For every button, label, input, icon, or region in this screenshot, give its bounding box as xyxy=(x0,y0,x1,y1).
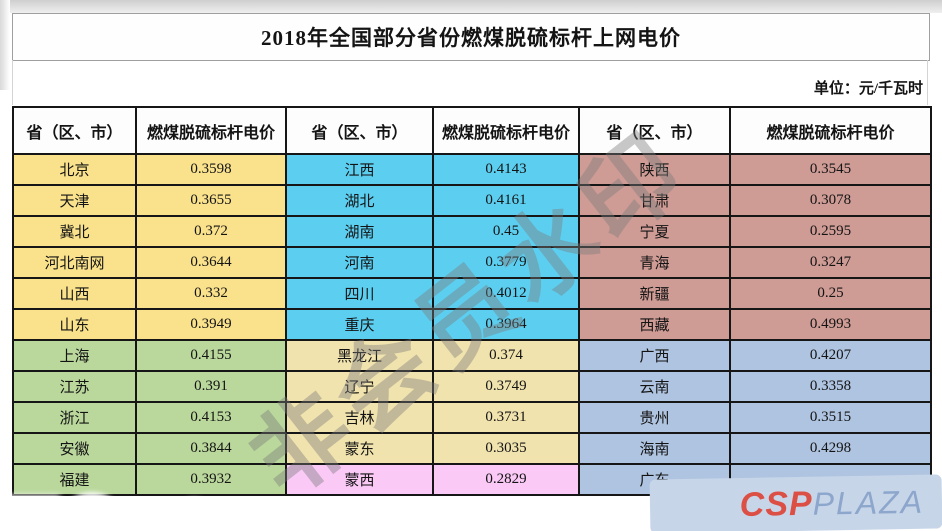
province-cell: 黑龙江 xyxy=(285,339,434,372)
province-cell: 贵州 xyxy=(578,401,731,434)
province-cell: 重庆 xyxy=(285,308,434,341)
table-row: 上海 0.4155 黑龙江 0.374 广西 0.4207 xyxy=(12,339,932,372)
province-cell: 上海 xyxy=(12,339,137,372)
price-cell: 0.372 xyxy=(135,215,287,248)
table-row: 山西 0.332 四川 0.4012 新疆 0.25 xyxy=(12,277,932,310)
table-row: 安徽 0.3844 蒙东 0.3035 海南 0.4298 xyxy=(12,432,932,465)
unit-label: 单位：元/千瓦时 xyxy=(12,60,928,105)
province-cell: 青海 xyxy=(578,246,731,279)
cspplaza-logo: CSP PLAZA xyxy=(649,474,942,531)
price-cell: 0.45 xyxy=(432,215,580,248)
price-cell: 0.4298 xyxy=(729,432,932,465)
price-cell: 0.3844 xyxy=(135,432,287,465)
price-cell: 0.3247 xyxy=(729,246,932,279)
province-cell: 海南 xyxy=(578,432,731,465)
province-cell: 蒙西 xyxy=(285,463,434,496)
province-cell: 甘肃 xyxy=(578,184,731,217)
price-cell: 0.3655 xyxy=(135,184,287,217)
header-price: 燃煤脱硫标杆电价 xyxy=(729,106,932,155)
table-row: 江苏 0.391 辽宁 0.3749 云南 0.3358 xyxy=(12,370,932,403)
price-cell: 0.4993 xyxy=(729,308,932,341)
province-cell: 广西 xyxy=(578,339,731,372)
price-cell: 0.3358 xyxy=(729,370,932,403)
province-cell: 西藏 xyxy=(578,308,731,341)
header-price: 燃煤脱硫标杆电价 xyxy=(135,106,287,155)
province-cell: 吉林 xyxy=(285,401,434,434)
price-cell: 0.3644 xyxy=(135,246,287,279)
price-cell: 0.4143 xyxy=(432,153,580,186)
province-cell: 冀北 xyxy=(12,215,137,248)
price-cell: 0.391 xyxy=(135,370,287,403)
price-cell: 0.3779 xyxy=(432,246,580,279)
page-title: 2018年全国部分省份燃煤脱硫标杆上网电价 xyxy=(12,13,930,61)
price-cell: 0.4207 xyxy=(729,339,932,372)
price-table: 省（区、市） 燃煤脱硫标杆电价 省（区、市） 燃煤脱硫标杆电价 省（区、市） 燃煤脱硫标杆… xyxy=(12,106,932,496)
table-row: 山东 0.3949 重庆 0.3964 西藏 0.4993 xyxy=(12,308,932,341)
price-cell: 0.2595 xyxy=(729,215,932,248)
province-cell: 新疆 xyxy=(578,277,731,310)
province-cell: 福建 xyxy=(12,463,137,496)
price-cell: 0.3949 xyxy=(135,308,287,341)
left-edge-shade xyxy=(0,0,10,90)
price-cell: 0.3731 xyxy=(432,401,580,434)
table-row: 天津 0.3655 湖北 0.4161 甘肃 0.3078 xyxy=(12,184,932,217)
table-row: 河北南网 0.3644 河南 0.3779 青海 0.3247 xyxy=(12,246,932,279)
province-cell: 河北南网 xyxy=(12,246,137,279)
province-cell: 宁夏 xyxy=(578,215,731,248)
province-cell: 江苏 xyxy=(12,370,137,403)
header-price: 燃煤脱硫标杆电价 xyxy=(432,106,580,155)
price-cell: 0.25 xyxy=(729,277,932,310)
header-province: 省（区、市） xyxy=(578,106,731,155)
price-cell: 0.3035 xyxy=(432,432,580,465)
table-header-row: 省（区、市） 燃煤脱硫标杆电价 省（区、市） 燃煤脱硫标杆电价 省（区、市） 燃煤脱硫标杆… xyxy=(12,106,932,155)
price-cell: 0.332 xyxy=(135,277,287,310)
table-row: 北京 0.3598 江西 0.4143 陕西 0.3545 xyxy=(12,153,932,186)
province-cell: 湖北 xyxy=(285,184,434,217)
province-cell: 四川 xyxy=(285,277,434,310)
price-cell: 0.3515 xyxy=(729,401,932,434)
blur-patch xyxy=(66,492,118,528)
province-cell: 浙江 xyxy=(12,401,137,434)
province-cell: 山东 xyxy=(12,308,137,341)
price-cell: 0.4155 xyxy=(135,339,287,372)
price-cell: 0.3545 xyxy=(729,153,932,186)
logo-plaza-text: PLAZA xyxy=(812,483,925,522)
province-cell: 辽宁 xyxy=(285,370,434,403)
province-cell: 湖南 xyxy=(285,215,434,248)
price-cell: 0.3964 xyxy=(432,308,580,341)
price-cell: 0.3932 xyxy=(135,463,287,496)
price-cell: 0.4153 xyxy=(135,401,287,434)
price-cell: 0.374 xyxy=(432,339,580,372)
province-cell: 天津 xyxy=(12,184,137,217)
price-cell: 0.2829 xyxy=(432,463,580,496)
price-cell: 0.4161 xyxy=(432,184,580,217)
price-cell: 0.4012 xyxy=(432,277,580,310)
price-cell: 0.3078 xyxy=(729,184,932,217)
blur-patch xyxy=(176,498,212,524)
province-cell: 蒙东 xyxy=(285,432,434,465)
province-cell: 江西 xyxy=(285,153,434,186)
price-document: 2018年全国部分省份燃煤脱硫标杆上网电价 单位：元/千瓦时 省（区、市） 燃煤脱… xyxy=(12,13,932,520)
province-cell: 北京 xyxy=(12,153,137,186)
price-cell: 0.3749 xyxy=(432,370,580,403)
header-province: 省（区、市） xyxy=(12,106,137,155)
top-edge-shadow xyxy=(0,0,942,13)
province-cell: 陕西 xyxy=(578,153,731,186)
province-cell: 河南 xyxy=(285,246,434,279)
header-province: 省（区、市） xyxy=(285,106,434,155)
price-cell: 0.3598 xyxy=(135,153,287,186)
table-row: 浙江 0.4153 吉林 0.3731 贵州 0.3515 xyxy=(12,401,932,434)
logo-csp-text: CSP xyxy=(739,484,813,524)
table-row: 冀北 0.372 湖南 0.45 宁夏 0.2595 xyxy=(12,215,932,248)
province-cell: 安徽 xyxy=(12,432,137,465)
province-cell: 山西 xyxy=(12,277,137,310)
province-cell: 云南 xyxy=(578,370,731,403)
blur-patch xyxy=(0,524,650,531)
